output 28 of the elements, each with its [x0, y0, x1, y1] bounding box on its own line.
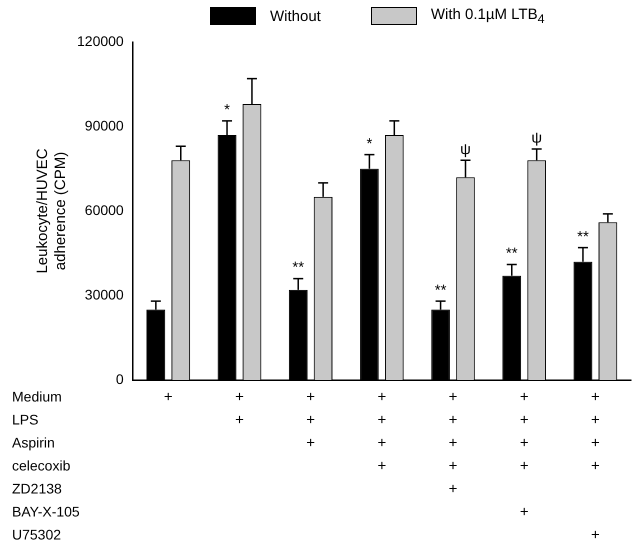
- data-label: *: [224, 102, 230, 119]
- y-tick-label: 60000: [84, 202, 124, 218]
- text: LPS: [12, 411, 38, 428]
- y-axis-title: Leukocyte/HUVEC adherence (CPM): [34, 148, 70, 274]
- data-label: **: [577, 228, 589, 246]
- x-tick-label: + + +: [306, 388, 316, 452]
- x-tick-label: + +: [235, 388, 244, 429]
- legend-label: With 0.1µM LTB$_{4}$: [430, 6, 545, 26]
- data-label: **: [434, 282, 447, 299]
- data-label: ψ: [531, 130, 542, 147]
- text: ZD2138: [12, 480, 62, 496]
- x-tick-label: +: [164, 388, 173, 406]
- y-tick-label: 0: [116, 370, 124, 387]
- text: celecoxib: [12, 457, 71, 474]
- text: U75302: [12, 526, 62, 542]
- data-label: **: [506, 245, 518, 262]
- data-label: **: [292, 259, 304, 276]
- x-tick-label: + + + +: [377, 388, 386, 475]
- y-tick-label: 30000: [84, 286, 124, 302]
- data-label: *: [366, 135, 372, 152]
- text: Aspirin: [12, 434, 55, 450]
- x-tick-label: + + + + +: [448, 388, 458, 498]
- data-label: ψ: [460, 140, 471, 158]
- text: BAY-X-105: [12, 503, 80, 520]
- legend-label: Without: [270, 8, 321, 24]
- y-tick-label: 120000: [77, 32, 124, 49]
- text: Medium: [12, 388, 62, 404]
- y-tick-label: 90000: [84, 117, 124, 134]
